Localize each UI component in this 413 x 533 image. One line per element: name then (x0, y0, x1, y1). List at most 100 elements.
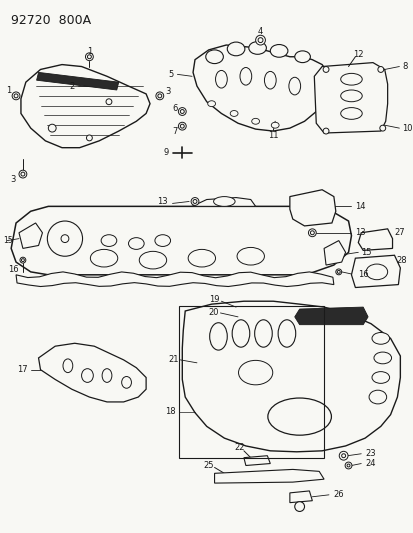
Ellipse shape (90, 249, 117, 267)
Text: 16: 16 (357, 270, 368, 279)
Text: 92720  800A: 92720 800A (11, 14, 91, 27)
Ellipse shape (270, 45, 287, 57)
Ellipse shape (180, 110, 184, 114)
Text: 3: 3 (10, 175, 16, 184)
Polygon shape (192, 198, 255, 206)
Ellipse shape (371, 333, 389, 344)
Ellipse shape (335, 269, 341, 275)
Polygon shape (36, 72, 119, 90)
Text: 28: 28 (396, 256, 406, 265)
Text: 11: 11 (267, 132, 278, 141)
Polygon shape (16, 272, 333, 287)
Polygon shape (357, 229, 392, 251)
Text: 20: 20 (208, 309, 218, 318)
Text: 27: 27 (394, 228, 404, 237)
Ellipse shape (63, 359, 73, 373)
Ellipse shape (21, 259, 24, 262)
Ellipse shape (267, 398, 331, 435)
Polygon shape (19, 223, 43, 248)
Text: 1: 1 (87, 47, 92, 56)
Ellipse shape (322, 128, 328, 134)
Text: 23: 23 (364, 449, 375, 458)
Ellipse shape (19, 170, 27, 178)
Ellipse shape (379, 125, 385, 131)
Ellipse shape (340, 108, 361, 119)
Text: 2: 2 (69, 82, 74, 91)
Ellipse shape (101, 235, 116, 246)
Ellipse shape (85, 53, 93, 61)
Ellipse shape (377, 67, 383, 72)
Polygon shape (289, 190, 335, 226)
Polygon shape (214, 470, 323, 483)
Ellipse shape (340, 74, 361, 85)
Ellipse shape (191, 198, 198, 205)
Ellipse shape (346, 464, 349, 467)
Polygon shape (289, 491, 311, 503)
Ellipse shape (230, 110, 237, 116)
Text: 4: 4 (257, 27, 263, 36)
Text: 25: 25 (203, 461, 214, 470)
Polygon shape (243, 456, 270, 465)
Ellipse shape (106, 99, 112, 104)
Text: 16: 16 (8, 265, 19, 274)
Text: 1: 1 (7, 86, 12, 95)
Ellipse shape (178, 108, 186, 116)
Text: 12: 12 (352, 50, 363, 59)
Polygon shape (313, 62, 387, 133)
Ellipse shape (341, 454, 345, 458)
Ellipse shape (213, 197, 235, 206)
Text: 14: 14 (354, 202, 365, 211)
Ellipse shape (310, 231, 313, 235)
Text: 15: 15 (361, 248, 371, 257)
Text: 5: 5 (168, 70, 173, 79)
Ellipse shape (337, 270, 339, 273)
Ellipse shape (47, 221, 82, 256)
Text: 13: 13 (157, 197, 168, 206)
Ellipse shape (373, 352, 391, 364)
Text: 7: 7 (172, 126, 178, 135)
Ellipse shape (371, 372, 389, 383)
Text: 17: 17 (17, 365, 28, 374)
Text: 26: 26 (333, 490, 344, 499)
Ellipse shape (340, 90, 361, 102)
Polygon shape (323, 240, 345, 265)
Text: 22: 22 (234, 443, 244, 453)
Ellipse shape (87, 55, 91, 59)
Ellipse shape (188, 249, 215, 267)
Ellipse shape (365, 264, 387, 280)
Polygon shape (182, 301, 399, 452)
Ellipse shape (248, 42, 266, 54)
Text: 19: 19 (209, 295, 219, 304)
Text: 9: 9 (163, 148, 168, 157)
Ellipse shape (254, 320, 272, 347)
Ellipse shape (205, 50, 223, 63)
Text: 21: 21 (168, 356, 178, 365)
Ellipse shape (209, 322, 227, 350)
Text: 3: 3 (164, 87, 170, 96)
Ellipse shape (227, 42, 244, 56)
Ellipse shape (294, 51, 310, 62)
Ellipse shape (278, 320, 295, 347)
Ellipse shape (14, 94, 18, 98)
Ellipse shape (271, 122, 278, 128)
Polygon shape (351, 255, 399, 287)
Ellipse shape (86, 135, 92, 141)
Ellipse shape (12, 92, 20, 100)
Ellipse shape (121, 376, 131, 388)
Polygon shape (38, 343, 146, 402)
Ellipse shape (338, 451, 347, 460)
Ellipse shape (128, 238, 144, 249)
Ellipse shape (255, 35, 265, 45)
Ellipse shape (294, 502, 304, 512)
Text: 18: 18 (164, 407, 175, 416)
Ellipse shape (322, 67, 328, 72)
Polygon shape (192, 45, 328, 131)
Ellipse shape (240, 68, 251, 85)
Ellipse shape (157, 94, 161, 98)
Polygon shape (11, 206, 351, 275)
Ellipse shape (102, 369, 112, 382)
Ellipse shape (61, 235, 69, 243)
Ellipse shape (81, 369, 93, 382)
Text: 6: 6 (172, 104, 178, 113)
Ellipse shape (368, 390, 386, 404)
